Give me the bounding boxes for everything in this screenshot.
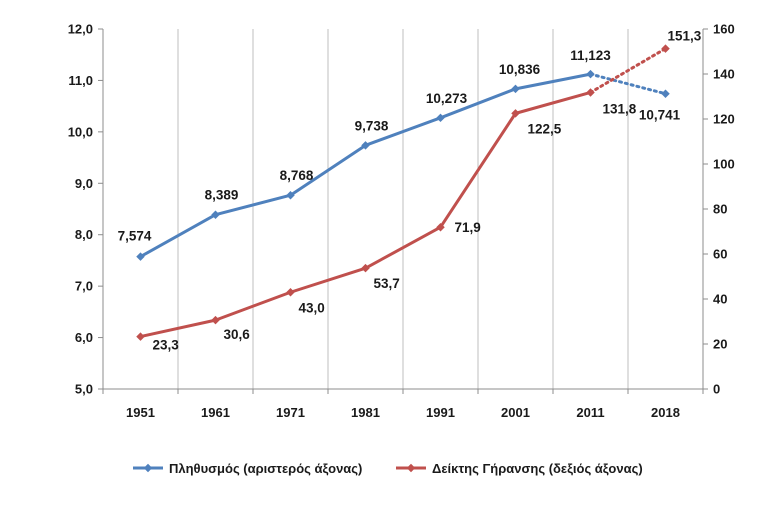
data-point-marker	[286, 190, 295, 200]
vertical-gridlines	[177, 29, 629, 389]
x-axis-ticks: 1951 1961 1971 1981 1991 2001 2011 2018	[102, 389, 704, 420]
right-tick-label: 160	[713, 22, 735, 37]
data-point-marker	[361, 263, 370, 273]
right-tick-label: 120	[713, 112, 735, 127]
data-label: 122,5	[528, 121, 562, 136]
data-point-marker	[211, 315, 220, 325]
data-point-marker	[436, 113, 445, 123]
data-label: 10,836	[499, 62, 541, 77]
right-tick-label: 0	[713, 382, 720, 397]
left-tick-label: 6,0	[75, 330, 93, 345]
legend: Πληθυσμός (αριστερός άξονας) Δείκτης Γήρα…	[133, 461, 643, 476]
right-tick-label: 60	[713, 247, 727, 262]
data-label: 131,8	[603, 101, 637, 116]
left-tick-label: 5,0	[75, 382, 93, 397]
legend-label: Δείκτης Γήρανσης (δεξιός άξονας)	[432, 461, 643, 476]
data-point-marker	[136, 332, 145, 341]
data-label: 53,7	[374, 276, 400, 291]
legend-marker	[143, 463, 153, 473]
right-axis-ticks: 0 20 40 60 80 100 120 140 160	[703, 22, 735, 397]
data-label: 8,768	[280, 168, 314, 183]
x-tick-label: 2018	[651, 405, 680, 420]
right-tick-label: 20	[713, 337, 727, 352]
x-tick-label: 2001	[501, 405, 530, 420]
data-label: 151,3	[668, 29, 702, 44]
right-tick-label: 40	[713, 292, 727, 307]
left-tick-label: 7,0	[75, 279, 93, 294]
right-tick-label: 100	[713, 157, 735, 172]
x-tick-label: 2011	[576, 405, 604, 420]
data-label: 11,123	[570, 48, 611, 63]
left-tick-label: 12,0	[68, 22, 93, 37]
data-label: 10,741	[639, 108, 681, 123]
data-label: 10,273	[426, 91, 468, 106]
data-point-marker	[436, 222, 445, 232]
legend-label: Πληθυσμός (αριστερός άξονας)	[169, 461, 362, 476]
left-axis-ticks: 5,0 6,0 7,0 8,0 9,0 10,0 11,0 12,0	[68, 22, 103, 397]
data-point-marker	[136, 252, 145, 261]
x-tick-label: 1961	[201, 405, 230, 420]
series-line-projected	[589, 72, 667, 96]
right-tick-label: 80	[713, 202, 727, 217]
data-label: 9,738	[355, 118, 389, 133]
data-label: 43,0	[299, 300, 325, 315]
data-label: 7,574	[118, 229, 152, 244]
x-tick-label: 1971	[276, 405, 305, 420]
right-tick-label: 140	[713, 67, 735, 82]
x-tick-label: 1981	[351, 405, 380, 420]
left-tick-label: 10,0	[68, 124, 93, 139]
series-lines	[136, 44, 670, 341]
data-point-marker	[286, 288, 295, 297]
x-tick-label: 1991	[426, 405, 455, 420]
data-labels: 7,574 8,389 8,768 9,738 10,273 10,836 11,123 10…	[118, 29, 702, 353]
series-line-projected	[589, 47, 667, 94]
data-label: 23,3	[153, 338, 180, 353]
data-label: 71,9	[455, 220, 481, 235]
data-point-marker	[211, 210, 220, 219]
left-tick-label: 9,0	[75, 176, 93, 191]
data-label: 30,6	[224, 327, 251, 342]
left-tick-label: 8,0	[75, 227, 93, 242]
legend-marker	[406, 463, 416, 473]
x-tick-label: 1951	[126, 405, 155, 420]
data-label: 8,389	[205, 188, 239, 203]
left-tick-label: 11,0	[68, 73, 93, 88]
